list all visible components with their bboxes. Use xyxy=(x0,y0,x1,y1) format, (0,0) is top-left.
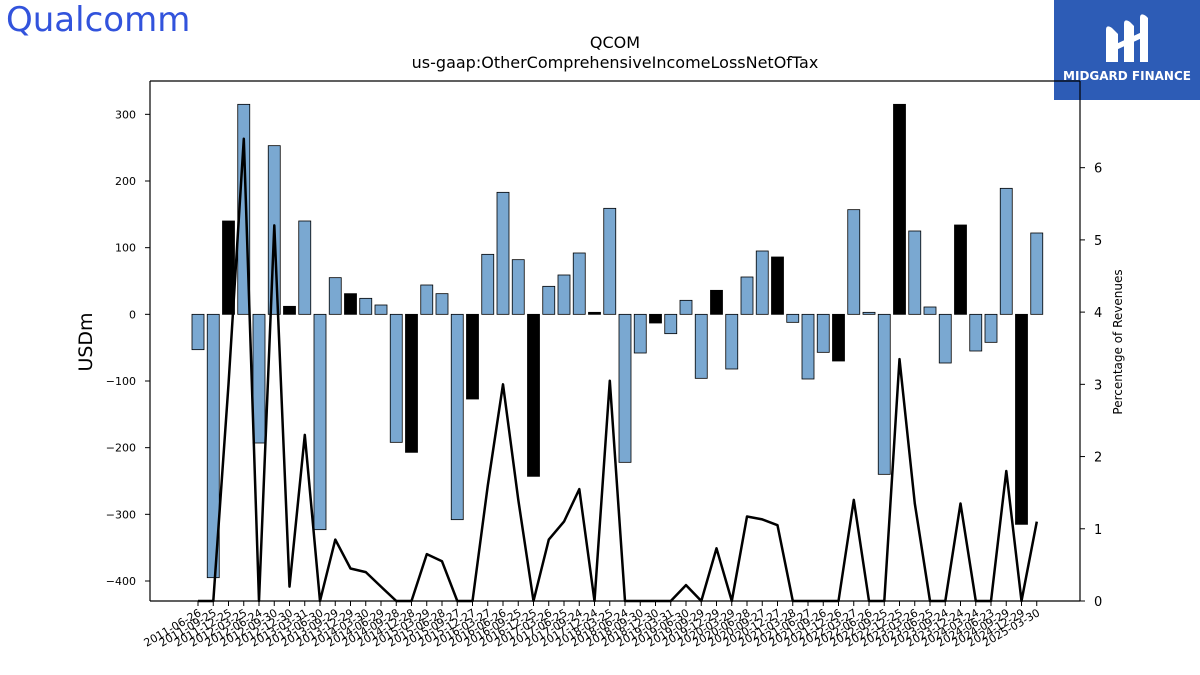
bar xyxy=(389,313,403,443)
y-tick-label: 200 xyxy=(115,175,136,188)
bar xyxy=(664,313,678,335)
bar xyxy=(679,299,693,315)
y-tick-label: 100 xyxy=(115,242,136,255)
bar xyxy=(283,305,296,315)
bar xyxy=(603,207,617,315)
chart-subtitle: us-gaap:OtherComprehensiveIncomeLossNetO… xyxy=(412,53,819,72)
bar xyxy=(984,313,998,343)
y2-tick-label: 1 xyxy=(1094,523,1102,538)
y2-tick-label: 3 xyxy=(1094,378,1102,393)
y2-tick-label: 0 xyxy=(1094,595,1102,610)
bar xyxy=(298,220,312,315)
bar xyxy=(572,252,586,315)
bar xyxy=(313,313,327,531)
bar xyxy=(466,313,479,400)
bar xyxy=(557,274,571,315)
bar xyxy=(923,306,937,315)
bar xyxy=(618,313,632,463)
bar xyxy=(1015,313,1028,525)
bar xyxy=(847,209,861,315)
y-tick-label: −300 xyxy=(106,508,136,521)
bar xyxy=(862,311,876,315)
bar xyxy=(649,313,662,324)
bar xyxy=(755,250,769,315)
bar xyxy=(359,297,373,315)
bar xyxy=(588,311,601,315)
bar xyxy=(252,313,266,444)
y2-tick-label: 6 xyxy=(1094,162,1102,177)
bar xyxy=(893,103,906,315)
plot-area: −400−300−200−100010020030001234562011-06… xyxy=(106,80,1102,650)
bar xyxy=(694,313,708,379)
y-axis-label: USDm xyxy=(75,312,97,371)
bar xyxy=(877,313,891,475)
midgard-finance-badge: MIDGARD FINANCE xyxy=(1054,0,1200,100)
y-tick-label: −400 xyxy=(106,575,136,588)
bar xyxy=(710,289,723,315)
bar xyxy=(496,191,510,315)
bar xyxy=(511,259,525,315)
qualcomm-logo: Qualcomm xyxy=(6,0,191,40)
bar xyxy=(344,293,357,315)
y2-tick-label: 5 xyxy=(1094,234,1102,249)
bar xyxy=(938,313,952,364)
bar xyxy=(542,285,556,315)
bar xyxy=(374,304,388,315)
bar xyxy=(1030,232,1044,315)
bar xyxy=(405,313,418,453)
bar xyxy=(191,313,205,351)
bar xyxy=(969,313,983,352)
bar xyxy=(771,256,784,315)
y-tick-label: −200 xyxy=(106,442,136,455)
bar xyxy=(206,313,220,579)
bar xyxy=(481,253,495,315)
y2-tick-label: 4 xyxy=(1094,306,1102,321)
y2-tick-label: 2 xyxy=(1094,451,1102,466)
bar xyxy=(999,187,1013,315)
bar xyxy=(740,276,754,315)
y-tick-label: 0 xyxy=(129,308,136,321)
bar xyxy=(420,284,434,315)
series-line xyxy=(198,137,1039,603)
bar xyxy=(801,313,815,380)
y-tick-label: 300 xyxy=(115,108,136,121)
bar xyxy=(435,293,449,315)
bar xyxy=(786,313,800,323)
bar xyxy=(908,230,922,315)
bar xyxy=(527,313,540,477)
bar xyxy=(954,224,967,315)
bar xyxy=(450,313,464,521)
bar xyxy=(816,313,830,353)
bar xyxy=(328,277,342,315)
bar xyxy=(725,313,739,370)
midgard-logo-icon xyxy=(1106,14,1148,62)
midgard-logo-text: MIDGARD FINANCE xyxy=(1063,69,1191,83)
bar xyxy=(222,220,235,315)
y-tick-label: −100 xyxy=(106,375,136,388)
bar xyxy=(633,313,647,354)
y2-axis-label: Percentage of Revenues xyxy=(1111,269,1125,414)
bar xyxy=(832,313,845,362)
chart-title: QCOM xyxy=(590,33,640,52)
